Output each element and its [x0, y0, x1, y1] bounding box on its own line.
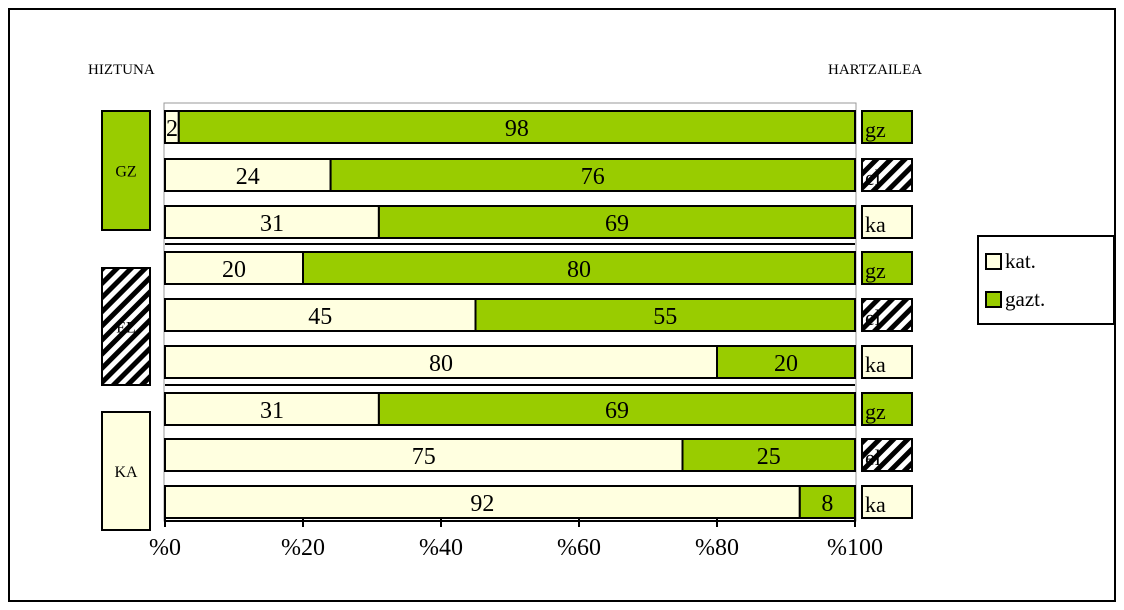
data-label-gazt: 25	[757, 444, 781, 470]
data-label-gazt: 20	[774, 351, 798, 377]
x-tick-label: %20	[281, 535, 325, 561]
bar-gazt	[474, 298, 856, 332]
data-label-kat: 80	[429, 351, 453, 377]
receiver-box-ka	[861, 345, 913, 379]
data-label-kat: 24	[236, 164, 260, 190]
receiver-label-gz: gz	[865, 258, 886, 283]
bar-gazt	[377, 392, 856, 426]
receiver-label-ka: ka	[865, 492, 886, 517]
data-label-kat: 92	[470, 491, 494, 517]
data-label-gazt: 80	[567, 257, 591, 283]
data-label-kat: 2	[166, 116, 178, 142]
x-tick-label: %100	[827, 535, 883, 561]
data-label-gazt: 76	[581, 164, 605, 190]
receiver-box-el	[861, 158, 913, 192]
legend: kat. gazt.	[977, 235, 1115, 325]
x-tick-label: %80	[695, 535, 739, 561]
receiver-box-ka	[861, 485, 913, 519]
bar-kat	[164, 251, 304, 285]
receiver-label-el: el	[865, 165, 881, 190]
legend-item-gazt: gazt.	[985, 287, 1045, 312]
bar-kat	[164, 345, 718, 379]
receiver-label-ka: ka	[865, 352, 886, 377]
group-box-gz	[101, 110, 151, 231]
bar-gazt	[716, 345, 856, 379]
bar-kat	[164, 392, 380, 426]
data-label-kat: 31	[260, 398, 284, 424]
bar-kat	[164, 485, 801, 519]
bar-gazt	[177, 110, 857, 144]
legend-item-kat: kat.	[985, 249, 1036, 274]
group-box-el	[101, 267, 151, 386]
data-label-kat: 45	[308, 304, 332, 330]
legend-label-gazt: gazt.	[1005, 287, 1046, 311]
receiver-box-ka	[861, 205, 913, 239]
group-label-ka: KA	[114, 464, 138, 481]
receiver-box-gz	[861, 251, 913, 285]
group-box-ka	[101, 411, 151, 531]
bar-kat	[164, 298, 477, 332]
bar-gazt	[302, 251, 856, 285]
legend-swatch-gazt	[985, 291, 1002, 308]
group-label-gz: GZ	[115, 164, 136, 181]
data-label-kat: 20	[222, 257, 246, 283]
bar-gazt	[329, 158, 857, 192]
legend-swatch-kat	[985, 253, 1002, 270]
bar-gazt	[798, 485, 856, 519]
receiver-label-gz: gz	[865, 117, 886, 142]
data-label-kat: 31	[260, 211, 284, 237]
data-label-gazt: 69	[605, 398, 629, 424]
data-label-gazt: 55	[653, 304, 677, 330]
x-tick-label: %40	[419, 535, 463, 561]
receiver-header: HARTZAILEA	[828, 62, 923, 78]
data-label-gazt: 98	[505, 116, 529, 142]
data-label-gazt: 8	[821, 491, 833, 517]
receiver-box-gz	[861, 392, 913, 426]
receiver-label-el: el	[865, 305, 881, 330]
x-tick-label: %60	[557, 535, 601, 561]
receiver-box-gz	[861, 110, 913, 144]
bar-kat	[164, 438, 684, 472]
receiver-label-gz: gz	[865, 399, 886, 424]
x-tick-label: %0	[149, 535, 181, 561]
receiver-box-el	[861, 298, 913, 332]
data-label-gazt: 69	[605, 211, 629, 237]
bar-gazt	[681, 438, 856, 472]
data-label-kat: 75	[412, 444, 436, 470]
receiver-label-el: el	[865, 445, 881, 470]
receiver-label-ka: ka	[865, 212, 886, 237]
legend-label-kat: kat.	[1005, 249, 1036, 273]
receiver-box-el	[861, 438, 913, 472]
speaker-header: HIZTUNA	[88, 62, 155, 78]
bar-gazt	[377, 205, 856, 239]
group-label-el: EL	[116, 320, 136, 337]
